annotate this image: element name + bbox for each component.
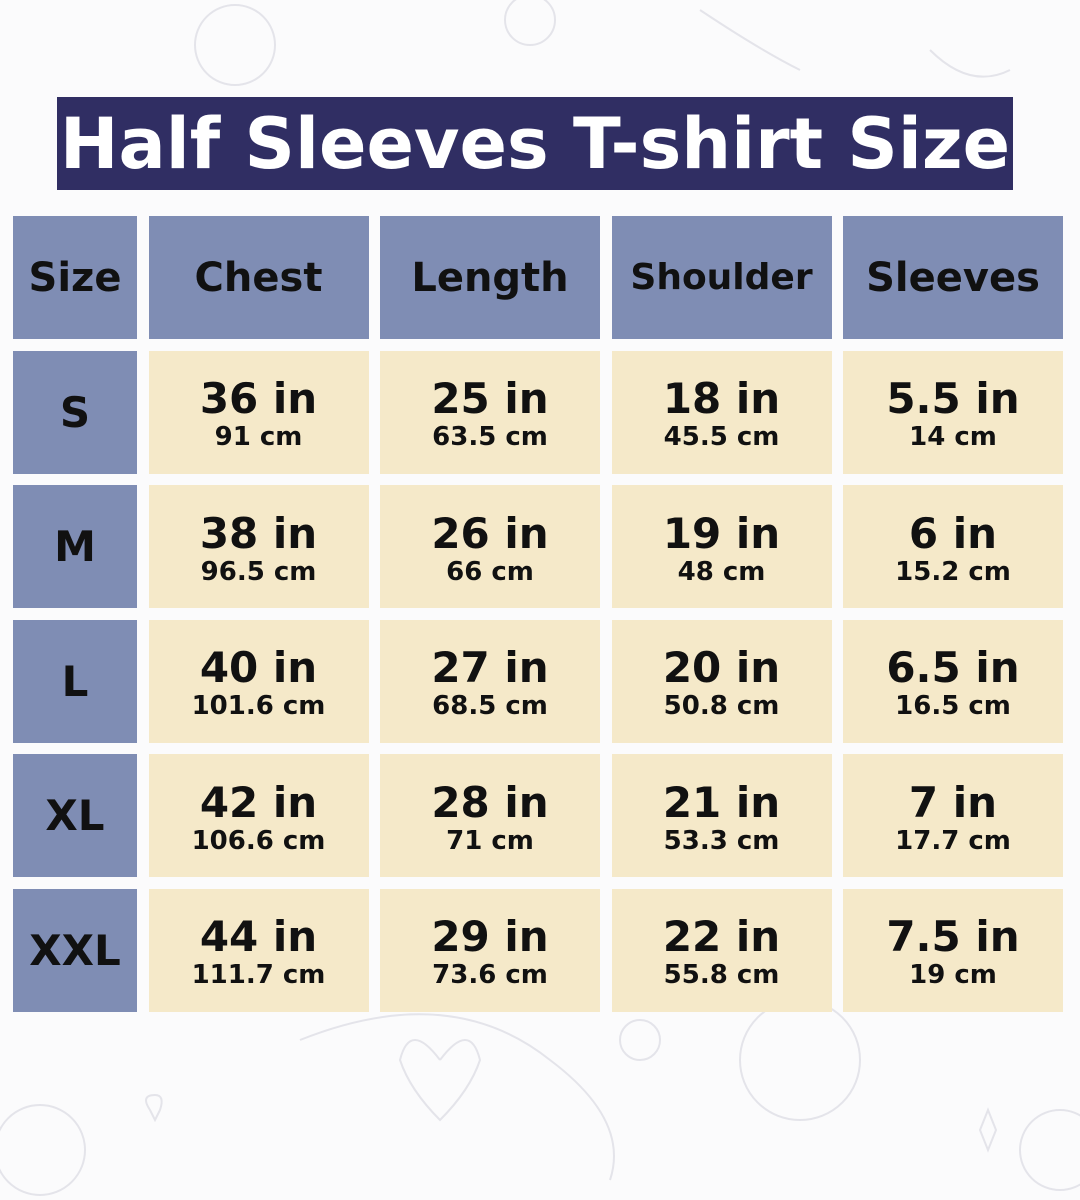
sleeves-cell: 6.5 in 16.5 cm: [843, 619, 1063, 743]
shoulder-cell: 20 in 50.8 cm: [611, 619, 832, 743]
cm-value: 101.6 cm: [191, 691, 326, 721]
header-size: Size: [13, 216, 137, 339]
inch-value: 21 in: [662, 777, 781, 827]
header-sleeves: Sleeves: [843, 216, 1063, 339]
shoulder-cell: 22 in 55.8 cm: [611, 888, 832, 1012]
header-shoulder: Shoulder: [611, 216, 832, 339]
inch-value: 7 in: [908, 777, 998, 827]
shoulder-cell: 19 in 48 cm: [611, 485, 832, 608]
cm-value: 106.6 cm: [191, 825, 326, 856]
sleeves-cell: 6 in 15.2 cm: [843, 485, 1063, 608]
inch-value: 38 in: [199, 508, 318, 558]
length-cell: 29 in 73.6 cm: [380, 888, 600, 1012]
size-label-m: M: [13, 485, 137, 608]
inch-value: 22 in: [662, 912, 781, 961]
length-cell: 27 in 68.5 cm: [380, 619, 600, 743]
sleeves-cell: 7 in 17.7 cm: [843, 754, 1063, 877]
length-cell: 28 in 71 cm: [380, 754, 600, 877]
cm-value: 63.5 cm: [432, 422, 548, 452]
cm-value: 73.6 cm: [432, 960, 548, 990]
inch-value: 20 in: [662, 643, 781, 692]
cm-value: 48 cm: [677, 556, 766, 587]
size-label-xl: XL: [13, 754, 137, 877]
cm-value: 66 cm: [446, 556, 534, 587]
sleeves-cell: 5.5 in 14 cm: [843, 350, 1063, 474]
inch-value: 25 in: [431, 374, 549, 423]
cm-value: 15.2 cm: [895, 556, 1011, 587]
size-label-xxl: XXL: [13, 888, 137, 1012]
chest-cell: 40 in 101.6 cm: [148, 619, 369, 743]
length-cell: 25 in 63.5 cm: [380, 350, 600, 474]
size-table: Size Chest Length Shoulder Sleeves S 36 i…: [13, 216, 1063, 1012]
shoulder-cell: 21 in 53.3 cm: [611, 754, 832, 877]
cm-value: 91 cm: [214, 422, 303, 452]
inch-value: 42 in: [199, 777, 318, 827]
inch-value: 7.5 in: [886, 912, 1020, 961]
inch-value: 5.5 in: [886, 374, 1020, 423]
cm-value: 96.5 cm: [200, 556, 317, 587]
inch-value: 36 in: [199, 374, 318, 423]
inch-value: 27 in: [431, 643, 549, 692]
inch-value: 26 in: [431, 508, 549, 558]
inch-value: 6 in: [908, 508, 998, 558]
inch-value: 44 in: [199, 912, 318, 961]
chest-cell: 36 in 91 cm: [148, 350, 369, 474]
cm-value: 50.8 cm: [663, 691, 780, 721]
cm-value: 53.3 cm: [663, 825, 780, 856]
cm-value: 68.5 cm: [432, 691, 548, 721]
chest-cell: 38 in 96.5 cm: [148, 485, 369, 608]
cm-value: 19 cm: [909, 960, 997, 990]
inch-value: 40 in: [199, 643, 318, 692]
cm-value: 16.5 cm: [895, 691, 1011, 721]
cm-value: 14 cm: [909, 422, 997, 452]
inch-value: 19 in: [662, 508, 781, 558]
inch-value: 18 in: [662, 374, 781, 423]
chest-cell: 42 in 106.6 cm: [148, 754, 369, 877]
inch-value: 29 in: [431, 912, 549, 961]
header-chest: Chest: [148, 216, 369, 339]
length-cell: 26 in 66 cm: [380, 485, 600, 608]
cm-value: 55.8 cm: [663, 960, 780, 990]
cm-value: 17.7 cm: [895, 825, 1011, 856]
size-label-s: S: [13, 350, 137, 474]
cm-value: 111.7 cm: [191, 960, 326, 990]
inch-value: 28 in: [431, 777, 549, 827]
header-length: Length: [380, 216, 600, 339]
cm-value: 71 cm: [446, 825, 534, 856]
inch-value: 6.5 in: [886, 643, 1020, 692]
cm-value: 45.5 cm: [663, 422, 780, 452]
chest-cell: 44 in 111.7 cm: [148, 888, 369, 1012]
page-title: Half Sleeves T-shirt Size: [57, 97, 1013, 190]
size-label-l: L: [13, 619, 137, 743]
shoulder-cell: 18 in 45.5 cm: [611, 350, 832, 474]
sleeves-cell: 7.5 in 19 cm: [843, 888, 1063, 1012]
